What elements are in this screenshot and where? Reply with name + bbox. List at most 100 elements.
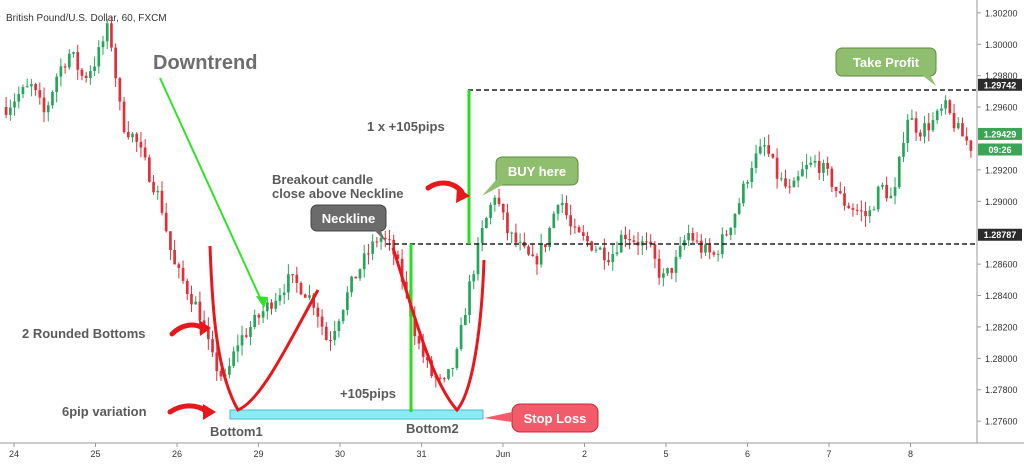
x-tick-label: 26 bbox=[172, 449, 182, 459]
candle-body bbox=[594, 249, 598, 251]
candle-body bbox=[906, 119, 910, 143]
candle-body bbox=[17, 94, 21, 102]
candle-body bbox=[716, 254, 720, 256]
candle-body bbox=[902, 142, 905, 157]
candle-body bbox=[742, 183, 745, 204]
y-tick-label: 1.29800 bbox=[985, 71, 1018, 81]
candle-body bbox=[868, 210, 872, 217]
price-marker-label: 1.29742 bbox=[984, 80, 1017, 90]
candle-body bbox=[661, 273, 665, 278]
candle-body bbox=[485, 217, 488, 229]
candle-body bbox=[198, 301, 202, 321]
candle-body bbox=[181, 267, 185, 281]
candle-body bbox=[725, 234, 728, 236]
candle-body bbox=[506, 212, 509, 234]
candle-body bbox=[624, 234, 627, 239]
candle-body bbox=[126, 132, 130, 138]
candle-body bbox=[931, 120, 935, 131]
candle-body bbox=[421, 343, 425, 357]
candle-body bbox=[704, 244, 707, 253]
candle-body bbox=[362, 253, 366, 270]
candle-body bbox=[851, 208, 855, 210]
candle-body bbox=[834, 187, 838, 192]
candle-body bbox=[784, 178, 787, 187]
candle-body bbox=[792, 180, 796, 188]
candle-body bbox=[969, 140, 973, 151]
y-tick-label: 1.30000 bbox=[985, 40, 1018, 50]
candle-body bbox=[876, 186, 880, 210]
candle-body bbox=[417, 336, 421, 344]
buy-here-callout: BUY here bbox=[482, 156, 579, 196]
y-tick-label: 1.27800 bbox=[985, 385, 1018, 395]
candle-body bbox=[754, 153, 758, 168]
candle-body bbox=[51, 92, 54, 106]
candle-body bbox=[767, 145, 771, 154]
candle-body bbox=[367, 253, 370, 255]
candle-body bbox=[864, 211, 867, 217]
candle-body bbox=[211, 339, 214, 353]
candle-body bbox=[948, 100, 952, 114]
candle-body bbox=[607, 260, 610, 263]
candle-body bbox=[944, 100, 947, 109]
candle-body bbox=[21, 87, 25, 95]
pips-105-label: +105pips bbox=[340, 386, 396, 401]
candle-body bbox=[169, 231, 172, 251]
candle-body bbox=[215, 352, 219, 372]
y-tick-label: 1.30200 bbox=[985, 8, 1018, 18]
candle-body bbox=[657, 258, 661, 278]
candle-body bbox=[577, 227, 581, 233]
price-marker-label: 1.28787 bbox=[984, 230, 1017, 240]
candle-body bbox=[691, 232, 695, 241]
candle-body bbox=[771, 153, 775, 158]
rounded-bottom-1-curve bbox=[208, 245, 320, 412]
candle-body bbox=[160, 190, 164, 213]
candle-body bbox=[442, 378, 446, 380]
candle-body bbox=[152, 181, 155, 193]
candle-body bbox=[63, 66, 67, 68]
candle-body bbox=[893, 187, 897, 196]
x-tick-label: Jun bbox=[496, 449, 511, 459]
candle-body bbox=[897, 156, 901, 188]
candle-body bbox=[683, 240, 686, 246]
x-tick-label: 8 bbox=[908, 449, 913, 459]
candle-body bbox=[13, 101, 16, 108]
candle-body bbox=[148, 157, 151, 182]
candle-body bbox=[206, 326, 210, 340]
candle-body bbox=[396, 254, 400, 259]
candle-body bbox=[72, 52, 75, 54]
candle-body bbox=[122, 101, 126, 133]
candle-body bbox=[392, 239, 396, 255]
candle-body bbox=[961, 123, 964, 137]
candle-body bbox=[712, 252, 716, 255]
y-tick-label: 1.28000 bbox=[985, 354, 1018, 364]
axis-ticks-group: 1.30200 1.30000 1.29800 1.29600 1.29200 1.290… bbox=[9, 8, 1022, 459]
candle-body bbox=[308, 295, 311, 298]
candle-body bbox=[535, 256, 539, 265]
symbol-title: British Pound/U.S. Dollar, 60, FXCM bbox=[6, 13, 167, 24]
y-tick-label: 1.29600 bbox=[985, 103, 1018, 113]
candle-body bbox=[350, 276, 353, 293]
candle-body bbox=[105, 23, 109, 42]
candle-body bbox=[817, 160, 821, 173]
candle-body bbox=[426, 356, 429, 361]
candle-body bbox=[30, 84, 33, 87]
x-tick-label: 30 bbox=[335, 449, 345, 459]
candle-body bbox=[270, 302, 273, 309]
price-marker-box bbox=[978, 78, 1022, 91]
candle-body bbox=[232, 351, 235, 366]
candle-body bbox=[586, 235, 589, 242]
candle-body bbox=[531, 254, 535, 257]
candle-body bbox=[346, 292, 349, 311]
candle-body bbox=[240, 335, 244, 346]
candle-body bbox=[341, 310, 345, 322]
price-marker-label: 09:26 bbox=[988, 145, 1011, 155]
rounded-bottom-2-curve bbox=[391, 247, 486, 413]
candle-body bbox=[38, 90, 42, 98]
bottom1-label: Bottom1 bbox=[210, 424, 263, 439]
candle-body bbox=[253, 314, 257, 328]
candle-body bbox=[497, 197, 501, 204]
x-tick-label: 31 bbox=[416, 449, 426, 459]
price-marker-box bbox=[978, 127, 1022, 140]
candle-body bbox=[872, 209, 876, 211]
candle-body bbox=[8, 107, 12, 115]
